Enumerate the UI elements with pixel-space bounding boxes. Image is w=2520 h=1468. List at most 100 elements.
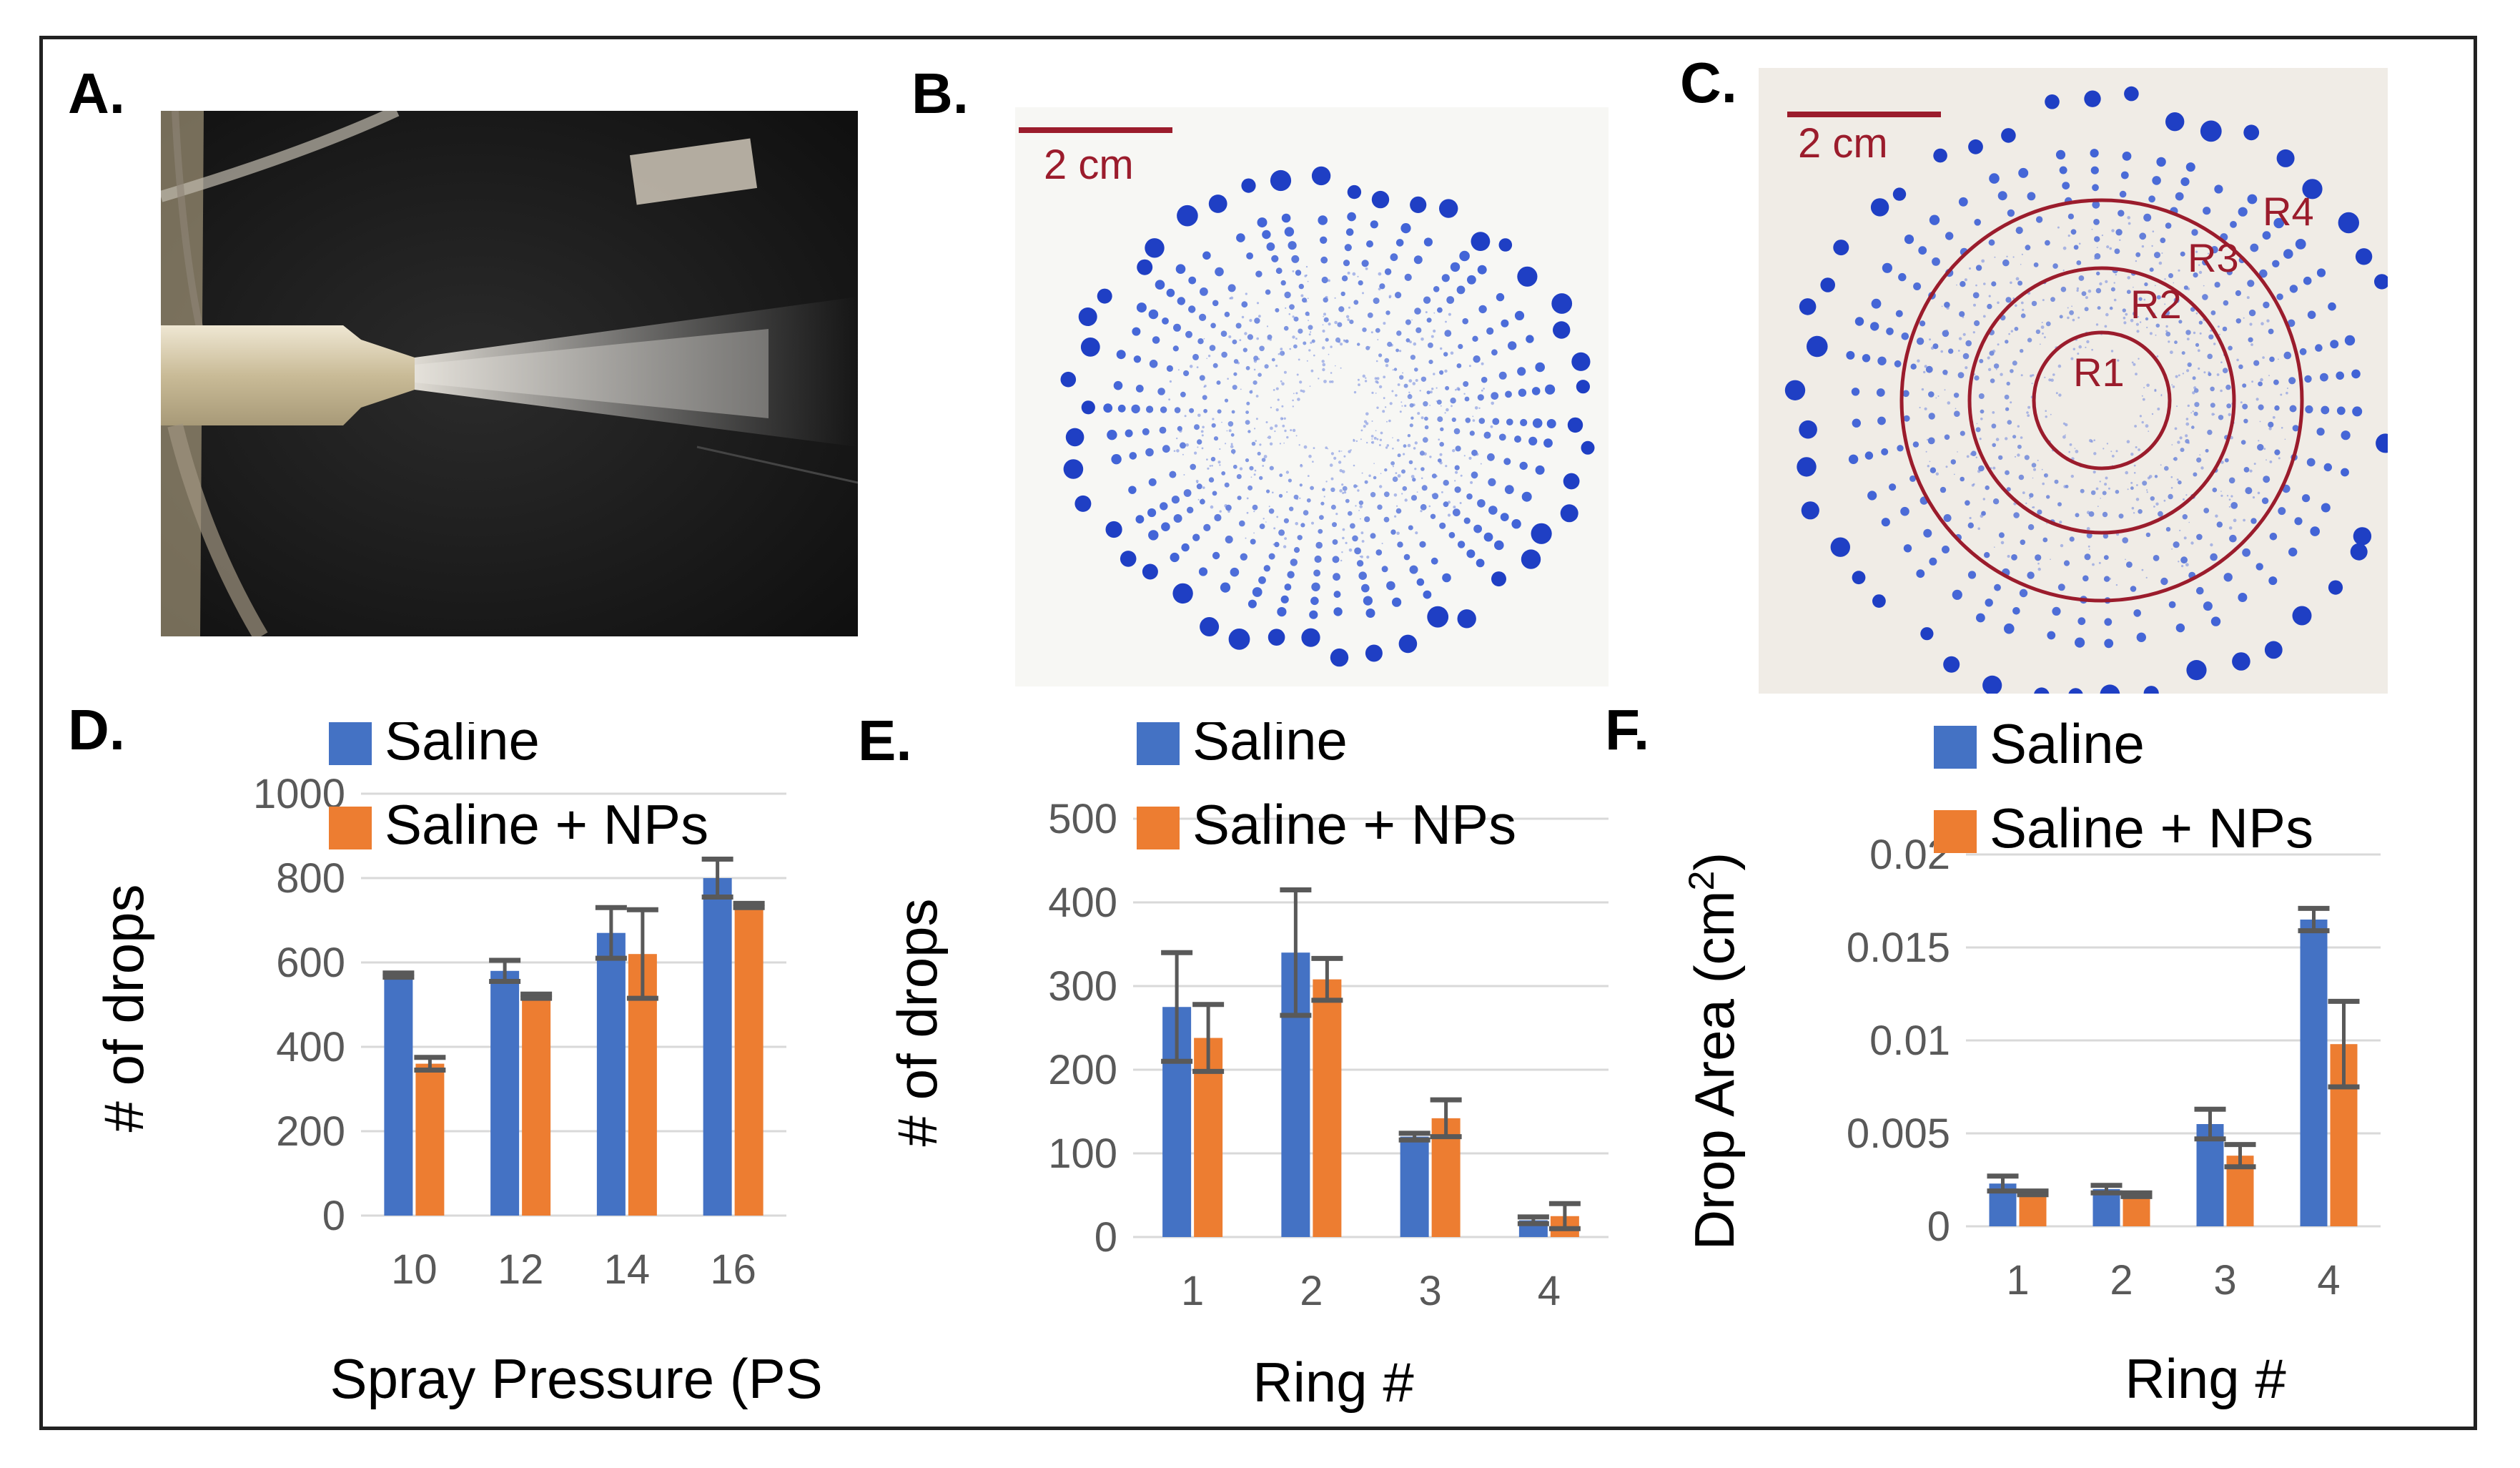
error-bar [1311, 955, 1343, 1003]
ring-r2 [1967, 266, 2236, 535]
y-tick-label: 0.015 [1847, 925, 1950, 971]
error-bar [1398, 1130, 1431, 1143]
legend-item-saline-nps: Saline + NPs [329, 793, 708, 856]
bar-saline [2300, 920, 2328, 1226]
x-tick-label: 3 [1418, 1268, 1441, 1314]
error-bar [1161, 950, 1193, 1064]
error-bar [1548, 1201, 1581, 1231]
panel-label-f: F. [1605, 698, 1650, 762]
x-tick-label: 12 [498, 1246, 544, 1293]
figure-frame [39, 36, 2477, 1430]
legend-item-saline: Saline [1934, 722, 2145, 775]
y-tick-label: 400 [1048, 880, 1117, 926]
error-bar [520, 991, 553, 1001]
y-axis-label: Drop Area (cm2) [1681, 852, 1746, 1251]
spray-ring-photo: R1 R2 R3 R4 2 cm [1759, 68, 2388, 694]
x-tick-label: 16 [710, 1246, 756, 1293]
error-bar [733, 900, 765, 910]
error-bar [382, 970, 415, 980]
ring-label-r4: R4 [2263, 189, 2314, 234]
error-bar [2224, 1142, 2256, 1170]
bar-saline [596, 932, 626, 1216]
x-tick-label: 1 [2006, 1257, 2029, 1304]
bar-saline-nps [2019, 1193, 2047, 1226]
x-tick-label: 10 [391, 1246, 438, 1293]
x-tick-label: 3 [2213, 1257, 2236, 1304]
legend-item-saline: Saline [1137, 722, 1348, 772]
panel-label-b: B. [911, 61, 969, 125]
x-tick-label: 2 [1300, 1268, 1323, 1314]
svg-text:Saline + NPs: Saline + NPs [385, 793, 708, 856]
svg-text:Saline: Saline [385, 722, 540, 772]
error-bar [1517, 1214, 1549, 1226]
error-bar [1192, 1002, 1225, 1074]
y-tick-label: 100 [1048, 1130, 1117, 1177]
error-bar [1280, 887, 1312, 1018]
bar-saline-nps [734, 905, 764, 1216]
y-tick-label: 0.005 [1847, 1110, 1950, 1157]
y-tick-label: 400 [276, 1024, 345, 1070]
ring-r3 [1899, 198, 2304, 603]
x-tick-label: 4 [2317, 1257, 2340, 1304]
error-bar [489, 957, 521, 985]
panel-label-a: A. [68, 61, 125, 125]
spray-nozzle-photo [161, 111, 858, 636]
y-tick-label: 200 [1048, 1047, 1117, 1093]
y-tick-label: 0.01 [1869, 1018, 1950, 1064]
x-tick-label: 14 [604, 1246, 651, 1293]
y-axis-label: # of drops [92, 885, 155, 1133]
ring-r1 [2032, 330, 2172, 471]
error-bar [2090, 1183, 2123, 1196]
panel-label-c: C. [1680, 51, 1737, 114]
x-axis-label: Spray Pressure (PSI) [330, 1347, 822, 1410]
legend-item-saline-nps: Saline + NPs [1934, 797, 2313, 859]
panel-label-e: E. [858, 709, 912, 772]
error-bar [2298, 905, 2330, 934]
scale-bar-label-c: 2 cm [1798, 120, 1888, 167]
y-tick-label: 200 [276, 1108, 345, 1155]
x-axis-label: Ring # [2125, 1347, 2286, 1410]
error-bar [1430, 1097, 1462, 1140]
error-bar [2328, 998, 2360, 1090]
svg-text:Saline: Saline [1192, 722, 1348, 772]
ring-label-r3: R3 [2188, 235, 2239, 280]
error-bar [701, 856, 733, 900]
chart-e-drops-vs-ring: 0 100 200 300 400 500 1 2 3 4 Ring # # of drops Sali… [886, 722, 1609, 1414]
ring-label-r1: R1 [2073, 350, 2125, 395]
y-tick-label: 800 [276, 855, 345, 902]
y-tick-label: 0 [1095, 1214, 1117, 1261]
svg-text:Saline: Saline [1990, 722, 2145, 775]
x-tick-label: 4 [1538, 1268, 1561, 1314]
svg-text:Saline + NPs: Saline + NPs [1192, 793, 1516, 856]
bar-saline-nps [1313, 979, 1342, 1237]
spray-pattern-photo: 2 cm [1015, 107, 1609, 686]
x-tick-label: 2 [2110, 1257, 2133, 1304]
error-bar [2194, 1106, 2226, 1142]
bar-saline [1400, 1136, 1429, 1237]
error-bar [2017, 1188, 2049, 1198]
bar-saline [384, 975, 413, 1216]
x-axis-label: Ring # [1252, 1351, 1413, 1414]
error-bar [626, 907, 658, 1001]
scale-bar-label-b: 2 cm [1044, 142, 1134, 188]
error-bar [2120, 1190, 2153, 1199]
svg-text:Saline + NPs: Saline + NPs [1990, 797, 2313, 859]
legend-item-saline: Saline [329, 722, 540, 772]
error-bar [414, 1055, 446, 1073]
error-bar [595, 905, 627, 961]
bar-saline-nps [522, 996, 551, 1216]
y-tick-label: 0 [322, 1193, 345, 1239]
y-tick-label: 0 [1927, 1203, 1950, 1250]
y-tick-label: 300 [1048, 963, 1117, 1010]
y-tick-label: 600 [276, 940, 345, 986]
ring-label-r2: R2 [2130, 282, 2182, 327]
bar-saline [703, 878, 732, 1216]
error-bar [1987, 1173, 2019, 1194]
bar-saline-nps [415, 1063, 445, 1216]
legend-item-saline-nps: Saline + NPs [1137, 793, 1516, 856]
bar-saline [490, 970, 520, 1216]
y-axis-label: # of drops [886, 899, 949, 1147]
panel-label-d: D. [68, 698, 125, 762]
